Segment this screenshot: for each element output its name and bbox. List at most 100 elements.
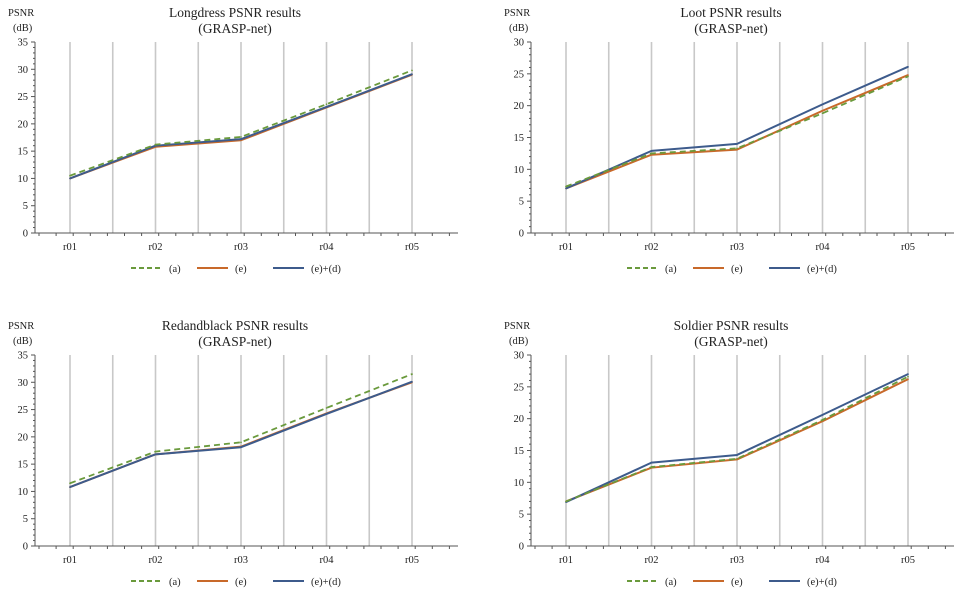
- chart3-ytick-label: 30: [514, 351, 525, 362]
- chart3-ytick-label: 15: [514, 446, 525, 457]
- chart3-legend-label-ed: (e)+(d): [807, 577, 837, 588]
- chart0-ylabel-top: PSNR: [8, 8, 34, 19]
- chart2-xtick-label: r03: [234, 555, 248, 566]
- chart2-subtitle: (GRASP-net): [198, 334, 272, 349]
- chart-panel-redandblack: Redandblack PSNR results (GRASP-net) PSNR (…: [0, 313, 470, 603]
- chart2-legend-label-ed: (e)+(d): [311, 577, 341, 588]
- chart2-point-a: [69, 482, 71, 485]
- chart1-point-e: [907, 74, 909, 76]
- chart1-point-a: [907, 75, 909, 78]
- chart3-ytick-label: 20: [514, 414, 525, 425]
- chart2-ytick-label: 10: [18, 487, 29, 498]
- chart1-xtick-label: r03: [730, 242, 744, 253]
- chart1-xtick-label: r02: [645, 242, 659, 253]
- chart2-ylabel-top: PSNR: [8, 321, 34, 332]
- chart0-subtitle: (GRASP-net): [198, 21, 272, 36]
- chart2-ytick-label: 15: [18, 460, 29, 471]
- chart0-point-a: [154, 143, 157, 146]
- chart0-ytick-label: 20: [18, 119, 29, 130]
- chart3-point-e: [907, 378, 909, 380]
- chart3-xtick-label: r01: [559, 555, 573, 566]
- chart1-ytick-label: 5: [519, 197, 524, 208]
- chart2-point-a: [325, 407, 328, 409]
- chart0-legend-label-a: (a): [169, 264, 181, 275]
- chart0-ylabel-bottom: (dB): [13, 23, 33, 34]
- chart3-subtitle: (GRASP-net): [694, 334, 768, 349]
- chart1-ytick-label: 10: [514, 165, 525, 176]
- chart2-point-ed: [69, 486, 71, 488]
- chart3-title: Soldier PSNR results: [674, 318, 789, 333]
- chart1-legend-label-ed: (e)+(d): [807, 264, 837, 275]
- chart3-ylabel-bottom: (dB): [509, 336, 529, 347]
- chart0-ytick-label: 35: [18, 38, 29, 49]
- chart2-xtick-label: r02: [149, 555, 163, 566]
- chart2-xtick-label: r04: [320, 555, 335, 566]
- chart0-legend-label-ed: (e)+(d): [311, 264, 341, 275]
- chart3-point-a: [565, 500, 567, 503]
- chart0-xtick-label: r04: [320, 242, 335, 253]
- chart0-ytick-label: 25: [18, 92, 29, 103]
- chart1-point-a: [736, 147, 738, 150]
- chart1-ytick-label: 15: [514, 133, 525, 144]
- chart1-ylabel-top: PSNR: [504, 8, 530, 19]
- chart-svg-loot: Loot PSNR results(GRASP-net) PSNR (dB) 0 5 10…: [504, 5, 954, 275]
- chart0-xtick-label: r05: [405, 242, 419, 253]
- chart0-point-ed: [69, 177, 71, 180]
- chart2-ytick-label: 35: [18, 351, 29, 362]
- chart2-legend-label-a: (a): [169, 577, 181, 588]
- chart3-ytick-label: 0: [519, 542, 524, 553]
- chart0-point-a: [411, 69, 413, 72]
- chart3-point-ed: [650, 461, 653, 464]
- chart0-legend-label-e: (e): [235, 264, 247, 275]
- chart1-point-ed: [907, 66, 909, 68]
- chart3-ylabel-top: PSNR: [504, 321, 530, 332]
- chart3-xtick-label: r03: [730, 555, 744, 566]
- chart2-ytick-label: 20: [18, 432, 29, 443]
- chart2-point-ed: [411, 380, 413, 383]
- chart1-ytick-label: 30: [514, 38, 525, 49]
- chart0-point-a: [69, 174, 71, 177]
- chart3-point-a: [650, 466, 653, 468]
- chart2-point-a: [154, 450, 157, 453]
- chart3-xtick-label: r02: [645, 555, 659, 566]
- chart1-point-a: [650, 152, 653, 155]
- chart1-ytick-label: 20: [514, 101, 525, 112]
- chart-panel-longdress: Longdress PSNR results (GRASP-net) PSNR (dB…: [0, 0, 470, 290]
- chart0-point-ed: [411, 73, 413, 75]
- chart0-xtick-label: r01: [63, 242, 77, 253]
- chart3-ytick-label: 25: [514, 382, 525, 393]
- chart2-point-ed: [240, 446, 242, 449]
- chart3-legend-label-e: (e): [731, 577, 743, 588]
- chart0-point-a: [240, 136, 242, 138]
- chart1-series-line-a: [565, 75, 909, 188]
- chart0-title: Longdress PSNR results: [169, 5, 301, 20]
- chart1-point-a: [565, 185, 567, 188]
- chart1-point-ed: [565, 187, 567, 190]
- chart1-point-e: [821, 109, 824, 112]
- chart3-xtick-label: r05: [901, 555, 915, 566]
- chart2-ytick-label: 5: [23, 514, 28, 525]
- chart3-ytick-label: 10: [514, 478, 525, 489]
- chart2-ytick-label: 30: [18, 378, 29, 389]
- chart1-legend-label-e: (e): [731, 264, 743, 275]
- chart2-point-a: [411, 373, 413, 375]
- chart1-point-e: [736, 148, 738, 151]
- chart-panel-loot: Loot PSNR results (GRASP-net) PSNR (dB) 0 5 10…: [496, 0, 962, 290]
- chart2-xtick-label: r05: [405, 555, 419, 566]
- chart3-point-a: [736, 457, 738, 460]
- chart0-ytick-label: 15: [18, 147, 29, 158]
- chart3-legend-label-a: (a): [665, 577, 677, 588]
- chart3-point-ed: [821, 414, 824, 416]
- chart3-series-line-a: [565, 375, 909, 503]
- chart1-ytick-label: 0: [519, 229, 524, 240]
- chart-svg-redandblack: Redandblack PSNR results(GRASP-net) PSNR (…: [8, 318, 458, 588]
- chart2-legend-label-e: (e): [235, 577, 247, 588]
- chart0-ytick-label: 5: [23, 201, 28, 212]
- chart0-ytick-label: 10: [18, 174, 29, 185]
- chart0-point-ed: [240, 138, 242, 140]
- chart1-xtick-label: r05: [901, 242, 915, 253]
- chart2-ytick-label: 0: [23, 542, 28, 553]
- chart3-point-ed: [907, 373, 909, 375]
- chart3-xtick-label: r04: [816, 555, 831, 566]
- chart-panel-soldier: Soldier PSNR results (GRASP-net) PSNR (dB) 0…: [496, 313, 962, 603]
